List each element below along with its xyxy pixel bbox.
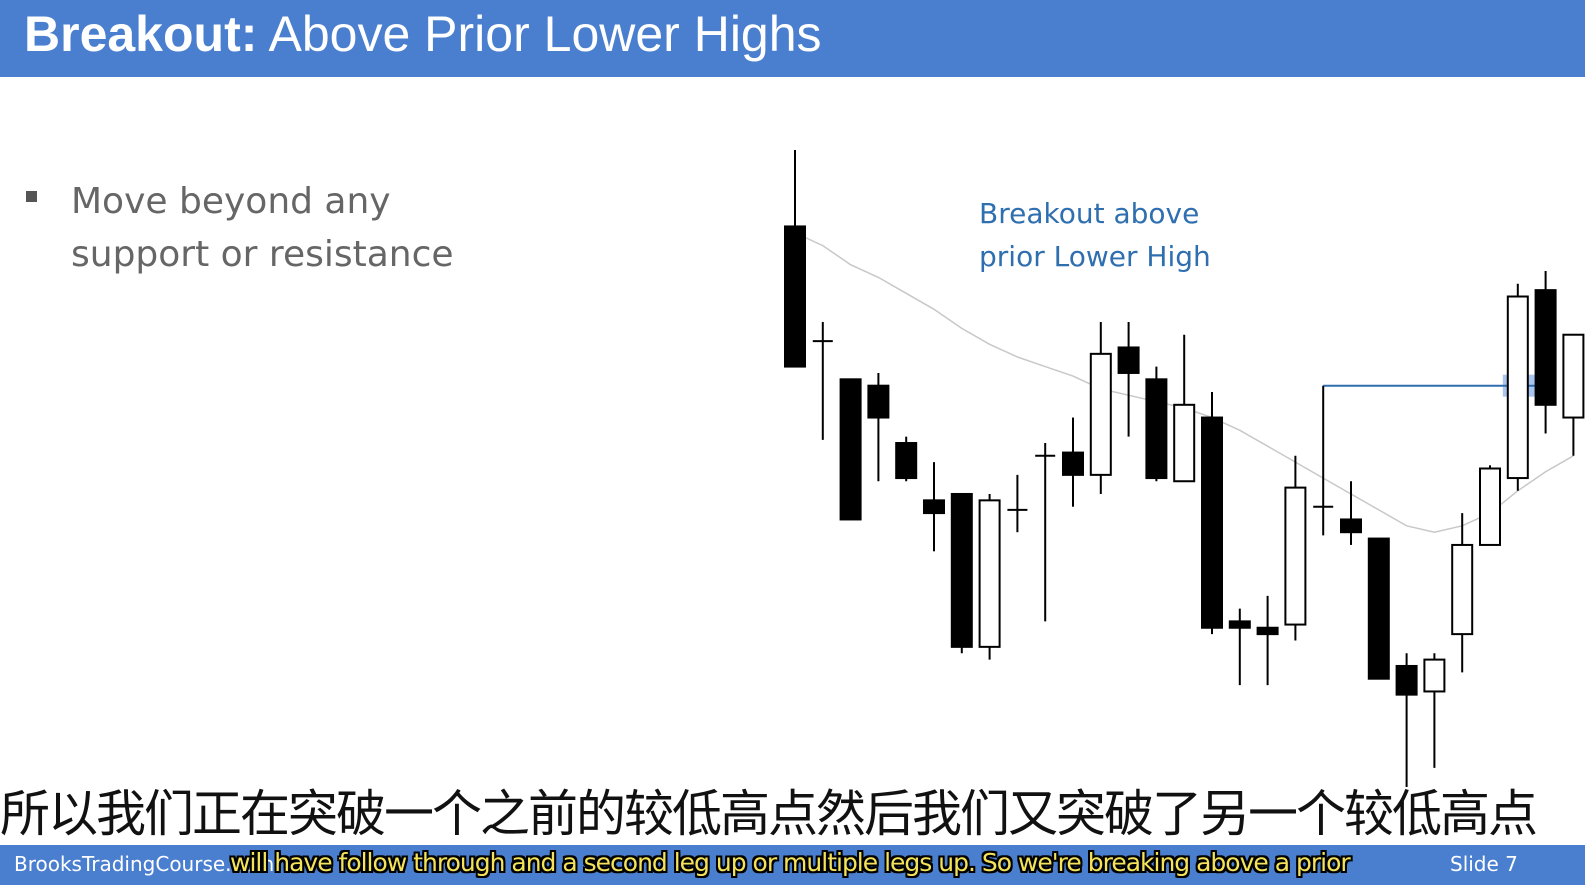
bear-candle [1340,518,1362,534]
bull-candle [1173,403,1196,483]
bear-candle [867,384,890,419]
slide-title: Breakout: Above Prior Lower Highs [24,4,822,64]
bear-candle [1117,346,1140,374]
annotation-line-1: Breakout above [979,197,1200,230]
bull-candle [1423,658,1446,693]
bear-candle [950,492,973,648]
bear-candle [839,378,862,521]
bear-candle [1062,451,1084,476]
bullet-square-icon [26,191,37,202]
footer-brand: BrooksTradingCourse.com [14,852,275,876]
title-bar: Breakout: Above Prior Lower Highs [0,0,1585,77]
bear-candle [1228,620,1251,629]
subtitle-chinese: 所以我们正在突破一个之前的较低高点然后我们又突破了另一个较低高点 [0,785,1538,843]
title-bold: Breakout: [24,6,258,62]
footer-slide-number: Slide 7 [1450,852,1518,876]
bear-candle [1256,626,1279,636]
bull-candle [1506,295,1529,480]
bull-candle [1479,467,1501,546]
bear-candle [1534,289,1557,406]
bull-candle [1562,333,1585,419]
breakout-annotation: Breakout above prior Lower High [979,192,1259,278]
bear-candle [1201,416,1223,629]
title-rest: Above Prior Lower Highs [268,6,822,62]
bull-candle [978,499,1001,648]
annotation-line-2: prior Lower High [979,240,1211,273]
bear-candle [784,225,806,368]
bull-candle [1284,486,1307,626]
bear-candle [1145,378,1168,480]
bull-candle [1089,352,1112,476]
bear-candle [1395,664,1418,696]
footer-bar [0,845,1585,885]
bull-candle [1451,543,1474,636]
bear-candle [1367,537,1390,680]
bullet-item: Move beyond any support or resistance [71,181,454,275]
bear-candle [895,442,918,480]
bear-candle [923,499,945,515]
subtitle-english: will have follow through and a second le… [230,848,1351,877]
